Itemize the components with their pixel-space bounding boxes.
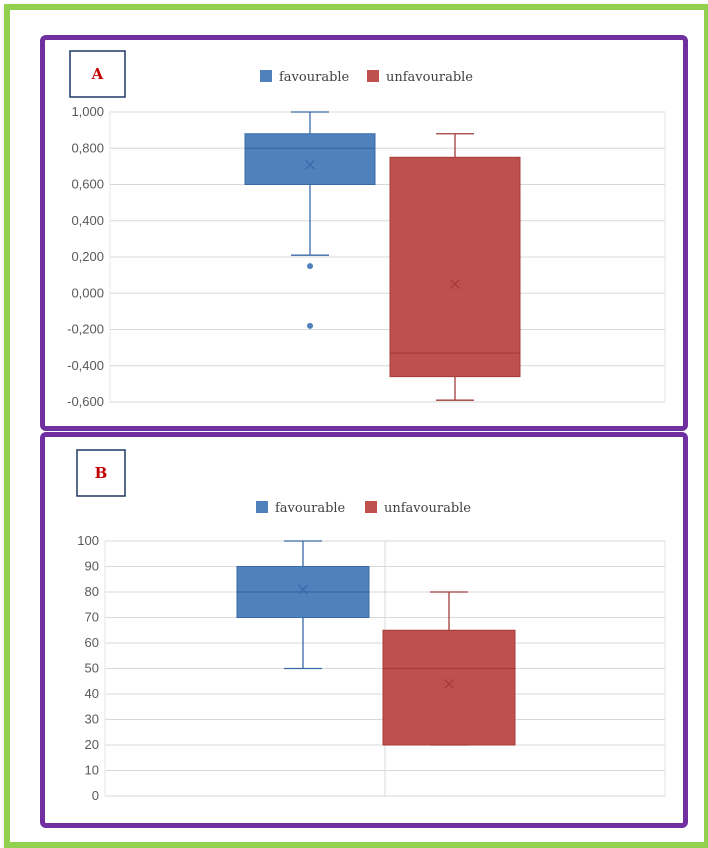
y-tick-label: 50	[85, 661, 99, 676]
mean-marker-unfavourable	[444, 678, 454, 689]
legend-label-unfavourable: unfavourable	[386, 70, 473, 85]
chart-panel-a: A 1,000 0,800 0,600 0,400 0,200 0,000 -0,200 -0,…	[40, 35, 688, 431]
legend-swatch-favourable	[256, 501, 268, 513]
legend-label-favourable: favourable	[275, 501, 346, 516]
panel-label-box	[76, 449, 126, 497]
box-favourable	[244, 133, 376, 185]
y-tick-label: 30	[85, 712, 99, 727]
panel-label: B	[95, 464, 108, 482]
y-tick-label: 80	[85, 584, 99, 599]
y-tick-label: 10	[85, 763, 99, 778]
legend-label-favourable: favourable	[279, 70, 350, 85]
legend-label-unfavourable: unfavourable	[384, 501, 471, 516]
mean-marker-favourable	[298, 584, 308, 595]
y-tick-label: 0,400	[71, 213, 104, 228]
y-tick-label: 0,800	[71, 140, 104, 155]
y-tick-label: 90	[85, 559, 99, 574]
panel-label-box	[69, 50, 126, 98]
mean-marker-favourable	[305, 159, 315, 170]
y-tick-label: 0,200	[71, 249, 104, 264]
y-tick-label: -0,200	[67, 322, 104, 337]
outlier-point-favourable	[307, 263, 313, 270]
y-tick-label: -0,400	[67, 358, 104, 373]
y-tick-label: 0	[92, 788, 99, 803]
y-tick-label: 0,600	[71, 177, 104, 192]
legend-swatch-unfavourable	[367, 70, 379, 82]
box-unfavourable	[382, 629, 516, 746]
chart-a-svg: A 1,000 0,800 0,600 0,400 0,200 0,000 -0,200 -0,…	[67, 50, 666, 409]
y-tick-label: 60	[85, 635, 99, 650]
outlier-point-favourable	[307, 322, 313, 329]
y-tick-label: 0,000	[71, 285, 104, 300]
figure-frame: A 1,000 0,800 0,600 0,400 0,200 0,000 -0,200 -0,…	[4, 4, 708, 848]
panel-label: A	[91, 65, 104, 83]
y-tick-label: 1,000	[71, 104, 104, 119]
y-tick-label: 40	[85, 686, 99, 701]
y-tick-label: 20	[85, 737, 99, 752]
legend-swatch-favourable	[260, 70, 272, 82]
y-tick-label: -0,600	[67, 394, 104, 409]
mean-marker-unfavourable	[450, 279, 460, 290]
y-tick-label: 70	[85, 610, 99, 625]
legend-swatch-unfavourable	[365, 501, 377, 513]
y-tick-label: 100	[77, 533, 99, 548]
chart-panel-b: B 100 90 80 70 60 50 40 30 20 10 0 favourable unfavou…	[40, 432, 688, 828]
box-unfavourable	[389, 156, 521, 378]
